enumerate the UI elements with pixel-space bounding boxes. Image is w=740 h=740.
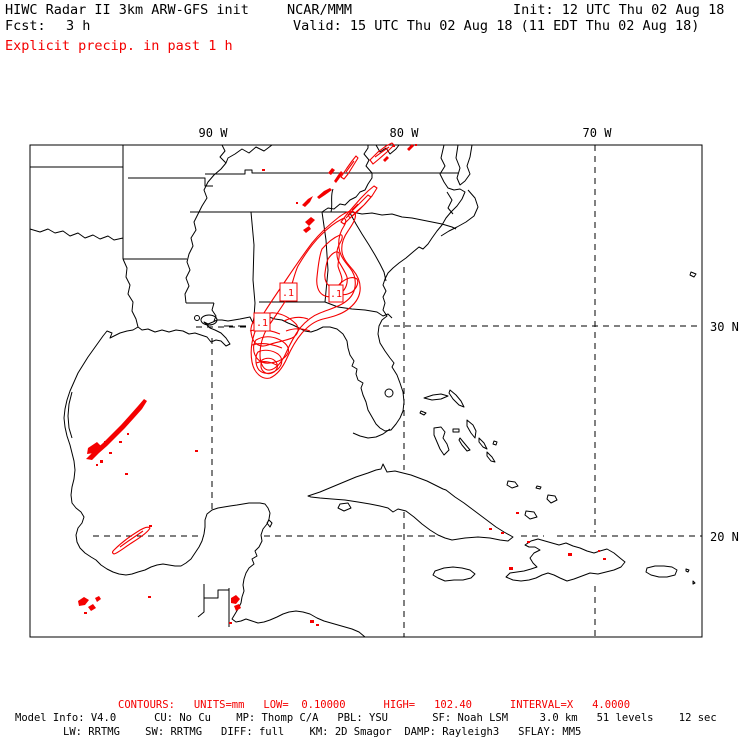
yucatan-belize-cells	[231, 595, 241, 611]
precip-solid	[78, 144, 606, 626]
lon-label-90w: 90 W	[199, 126, 229, 140]
lat-label-20n: 20 N	[710, 530, 739, 544]
jamaica	[432, 566, 476, 582]
precip-outer-contour	[250, 210, 361, 379]
outer-banks	[440, 189, 479, 237]
islands	[67, 144, 697, 585]
valid-time-label: Valid: 15 UTC Thu 02 Aug 18 (11 EDT Thu …	[293, 18, 700, 34]
mainland-coast	[63, 144, 466, 638]
delmarva	[455, 144, 473, 186]
puerto-rico	[645, 565, 696, 585]
mexico-solid-streak	[86, 399, 147, 460]
state-borders	[29, 144, 458, 627]
mexico-loop-contour	[111, 526, 151, 555]
central-america-borders	[197, 584, 230, 627]
fcst-label: Fcst:	[5, 18, 46, 34]
precip-contours	[111, 142, 395, 555]
contour-label-boxes: .1 .1 .1	[253, 282, 344, 332]
lake-pontchartrain	[200, 314, 218, 326]
variable-label: Explicit precip. in past 1 h	[5, 38, 233, 54]
lon-label-80w: 80 W	[390, 126, 420, 140]
cozumel	[266, 519, 273, 528]
map-frame	[29, 144, 703, 638]
fcst-hour-value: 3 h	[66, 18, 91, 34]
gridlines	[93, 145, 702, 637]
lat-label-30n: 30 N	[710, 320, 739, 334]
cuba	[307, 463, 514, 542]
contour-label-1: .1	[282, 288, 294, 299]
precip-inner-ring2	[324, 251, 343, 288]
bahamas	[419, 389, 558, 520]
gridline-30n	[196, 325, 702, 328]
central-us-borders	[29, 144, 273, 328]
south-mexico-cells	[78, 596, 101, 611]
init-time-label: Init: 12 UTC Thu 02 Aug 18	[513, 2, 725, 18]
plot-title: HIWC Radar II 3km ARW-GFS init	[5, 2, 249, 18]
hispaniola	[505, 538, 626, 582]
precip-inner-ring1	[316, 234, 348, 298]
isla-juventud	[337, 502, 352, 512]
appalachian-streak-contours	[340, 142, 395, 225]
coastlines	[63, 144, 466, 638]
axis-labels: 90 W 80 W 70 W 30 N 20 N	[199, 126, 739, 544]
model-info-line1: Model Info: V4.0 CU: No Cu MP: Thomp C/A…	[15, 712, 717, 724]
lon-label-70w: 70 W	[583, 126, 613, 140]
lake-okeechobee	[384, 388, 394, 398]
bermuda	[689, 271, 697, 278]
contour-label-3: .1	[256, 318, 268, 329]
org-label: NCAR/MMM	[287, 2, 353, 18]
barrier-islands	[67, 325, 246, 439]
model-info-line2: LW: RRTMG SW: RRTMG DIFF: full KM: 2D Sm…	[63, 726, 582, 738]
precip-mid-contour	[259, 217, 356, 371]
florida-keys	[352, 428, 391, 439]
contour-label-2: .1	[330, 289, 342, 300]
contour-info-line: CONTOURS: UNITS=mm LOW= 0.10000 HIGH= 10…	[118, 699, 631, 711]
lake-maurepas	[194, 315, 200, 321]
